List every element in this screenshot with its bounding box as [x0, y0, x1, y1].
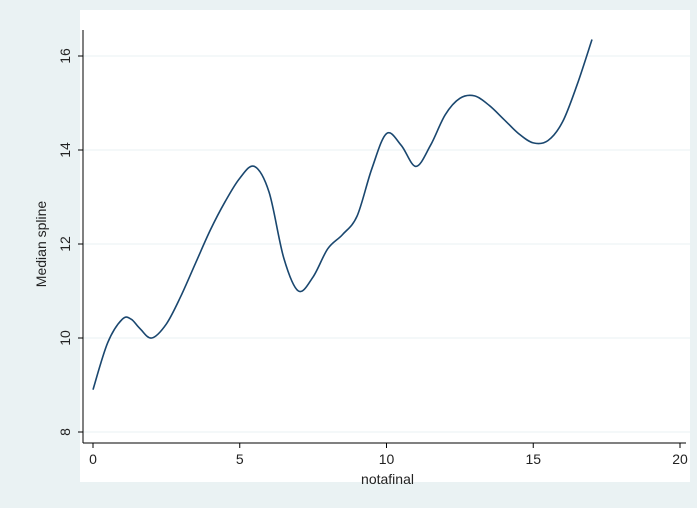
x-tick-label-5: 5 [236, 451, 244, 467]
x-tick-label-10: 10 [379, 451, 395, 467]
y-tick-label-14: 14 [57, 142, 73, 158]
axis-layer: 8 10 12 14 16 0 5 10 15 20 [57, 30, 688, 467]
y-axis-title: Median spline [33, 201, 49, 288]
x-tick-label-20: 20 [672, 451, 688, 467]
y-tick-label-10: 10 [57, 330, 73, 346]
y-tick-label-12: 12 [57, 236, 73, 252]
x-axis-title: notafinal [361, 471, 414, 487]
series-layer [92, 39, 593, 390]
plot-area [80, 10, 690, 482]
series-line-0 [92, 39, 593, 390]
x-tick-label-0: 0 [89, 451, 97, 467]
y-tick-label-8: 8 [57, 428, 73, 436]
y-tick-label-16: 16 [57, 48, 73, 64]
x-tick-label-15: 15 [525, 451, 541, 467]
grid-layer [83, 55, 690, 433]
